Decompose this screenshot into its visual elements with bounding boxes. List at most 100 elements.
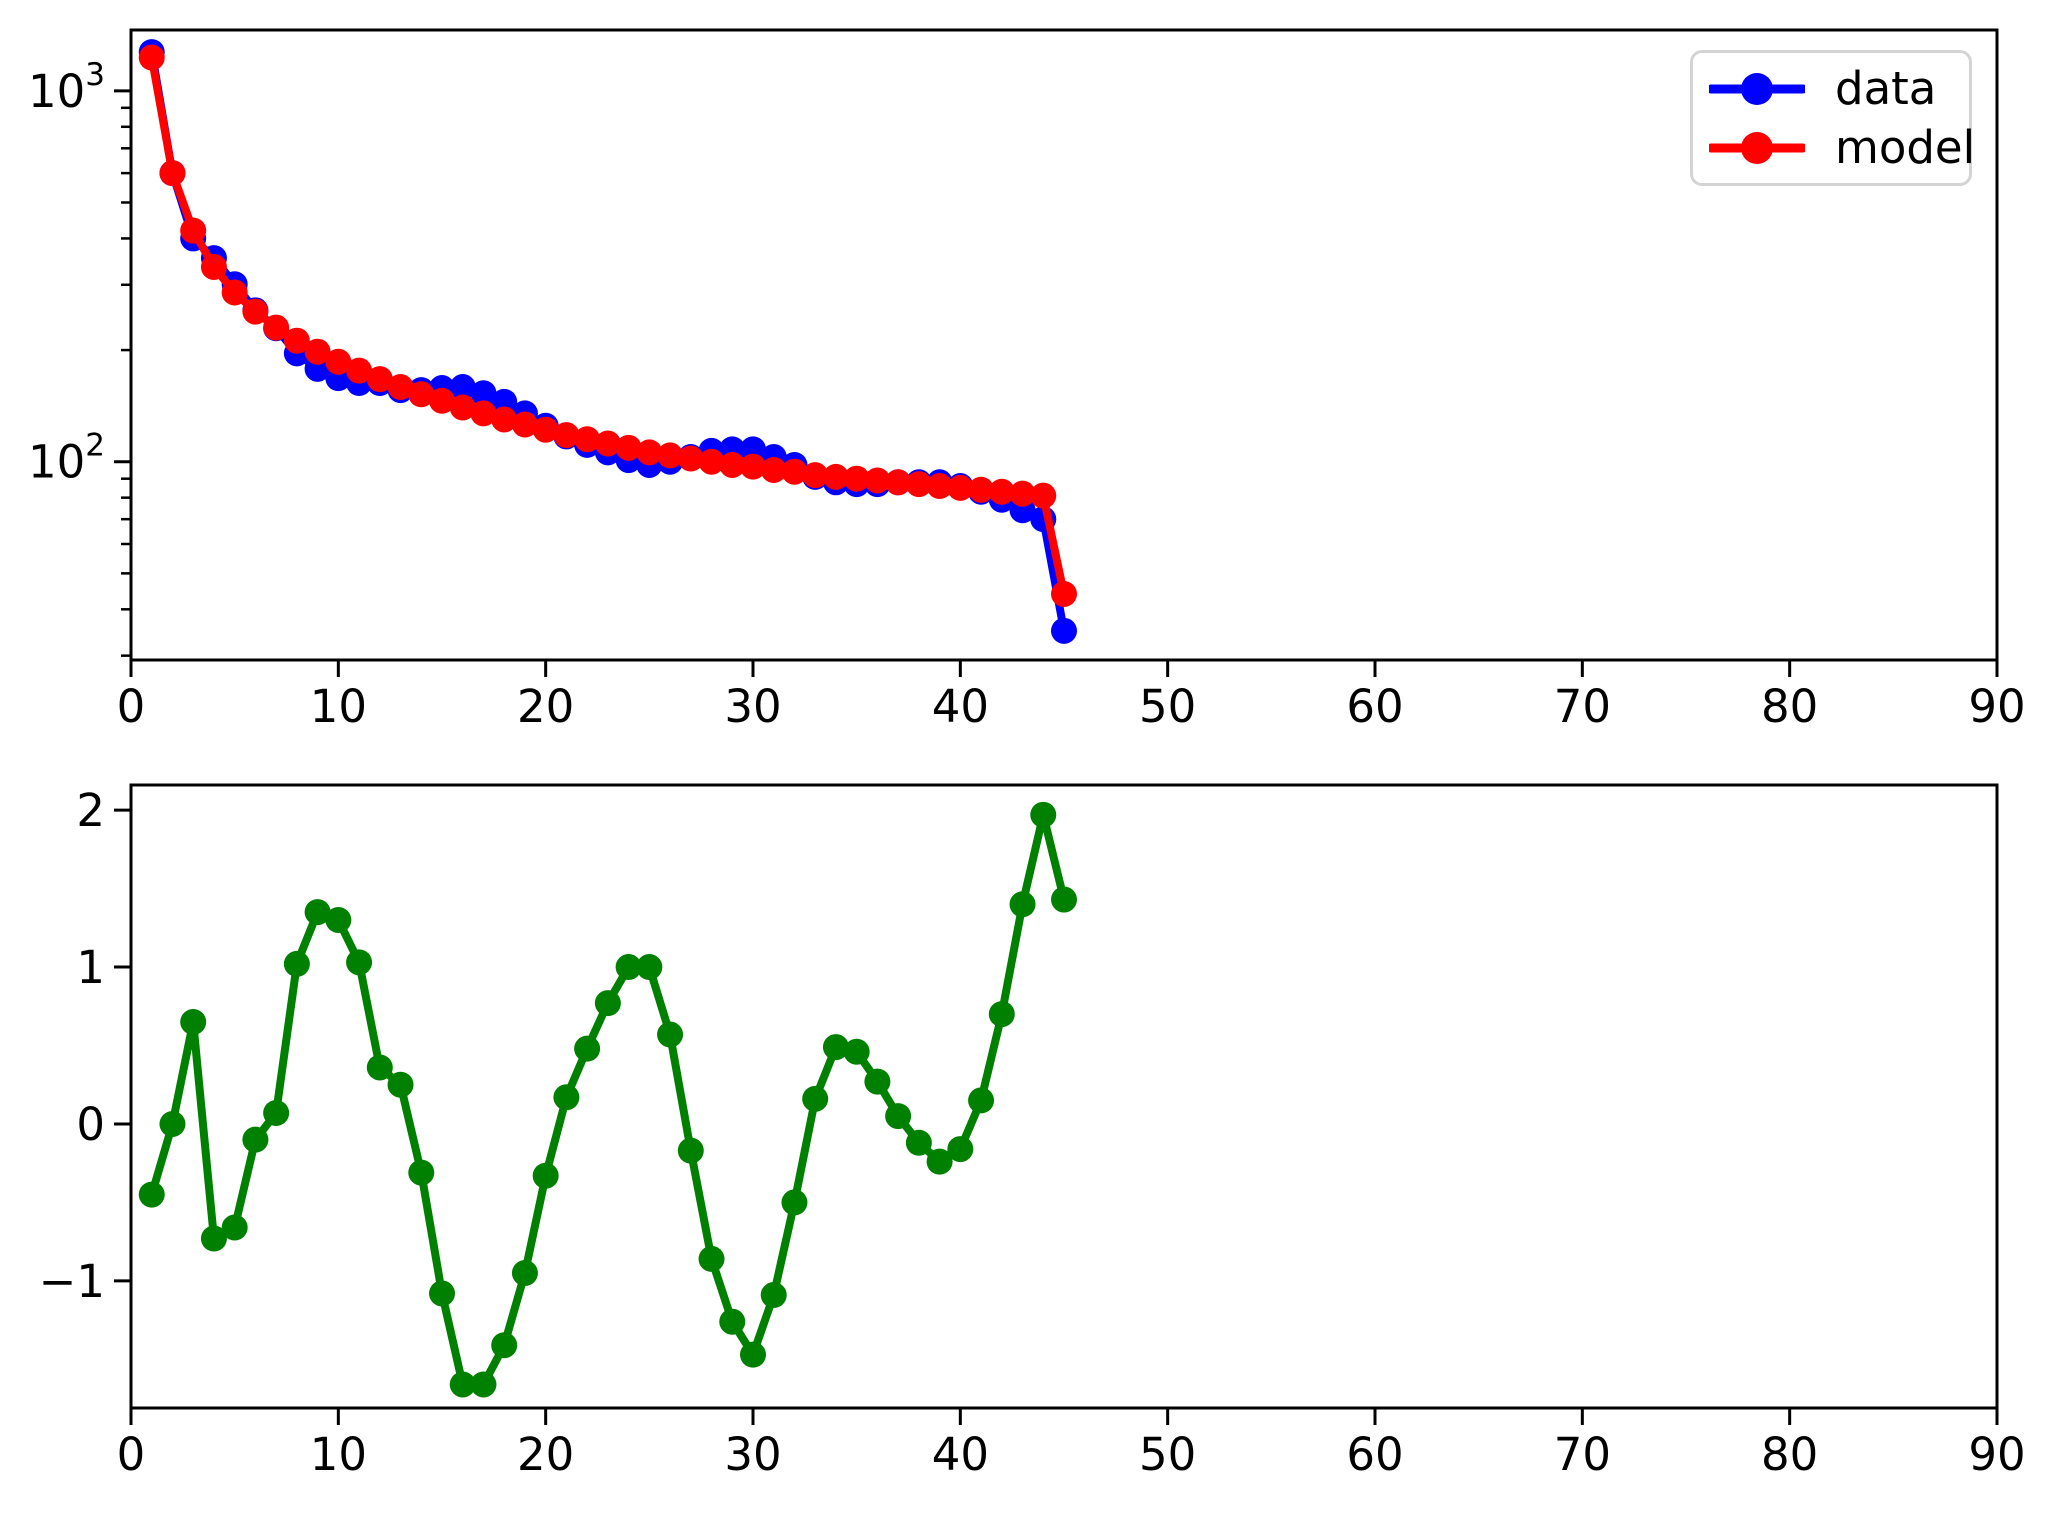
top-plot-model-marker bbox=[1009, 480, 1036, 507]
top-plot-model-marker bbox=[449, 394, 476, 421]
bottom-plot-residuals-marker bbox=[325, 906, 352, 933]
bottom-plot-x-tick-label: 20 bbox=[517, 1428, 574, 1481]
bottom-plot-x-tick-label: 30 bbox=[724, 1428, 781, 1481]
bottom-plot-frame bbox=[129, 783, 1999, 1410]
top-plot-model-marker bbox=[636, 439, 663, 466]
top-plot-data-marker bbox=[470, 380, 497, 407]
top-plot-model-marker bbox=[574, 426, 601, 453]
bottom-plot-residuals-marker bbox=[947, 1136, 974, 1163]
bottom-plot-y-tick-label: 2 bbox=[76, 784, 105, 837]
bottom-plot-residuals-marker bbox=[760, 1282, 787, 1309]
top-plot-frame bbox=[129, 28, 1999, 662]
top-plot-model-marker bbox=[677, 445, 704, 472]
top-plot-model-marker bbox=[802, 462, 829, 489]
top-plot-x-tick-label: 70 bbox=[1554, 680, 1611, 733]
bottom-plot-residuals-marker bbox=[885, 1103, 912, 1130]
bottom-plot-residuals-marker bbox=[346, 949, 373, 976]
top-plot-model-marker bbox=[553, 422, 580, 449]
top-plot-model-marker bbox=[822, 463, 849, 490]
top-plot-model-marker bbox=[429, 387, 455, 414]
top-plot-model-marker bbox=[325, 348, 352, 375]
bottom-plot-residuals-marker bbox=[574, 1035, 601, 1062]
bottom-plot-residuals-marker bbox=[449, 1371, 476, 1398]
top-plot-model-marker bbox=[470, 400, 497, 427]
top-plot-model-marker bbox=[781, 458, 808, 485]
bottom-plot-residuals-marker bbox=[636, 954, 663, 981]
top-plot-model-marker bbox=[968, 476, 995, 503]
top-plot-x-tick-label: 80 bbox=[1761, 680, 1818, 733]
top-plot-model-marker bbox=[1030, 482, 1057, 509]
bottom-plot-y-tick-label: 1 bbox=[76, 941, 105, 994]
top-plot-y-tick-label: 103 bbox=[28, 57, 105, 118]
bottom-plot-x-tick-label: 40 bbox=[932, 1428, 989, 1481]
bottom-plot-residuals-marker bbox=[304, 899, 331, 926]
top-plot-x-tick-label: 20 bbox=[517, 680, 574, 733]
bottom-plot-y-tick-label: −1 bbox=[39, 1255, 105, 1308]
top-plot-model-marker bbox=[221, 279, 248, 306]
top-plot-model-marker bbox=[387, 374, 414, 401]
bottom-plot-residuals-marker bbox=[1030, 801, 1057, 828]
top-plot-model-marker bbox=[843, 465, 870, 492]
bottom-plot-x-tick-label: 50 bbox=[1139, 1428, 1196, 1481]
bottom-plot-residuals-marker bbox=[968, 1087, 995, 1114]
legend: data model bbox=[1690, 50, 1976, 186]
bottom-plot-x-tick-label: 90 bbox=[1968, 1428, 2025, 1481]
top-plot-model-marker bbox=[304, 338, 331, 365]
top-plot-x-tick-label: 90 bbox=[1968, 680, 2025, 733]
bottom-plot-residuals-marker bbox=[491, 1332, 518, 1359]
top-plot-model-marker bbox=[346, 357, 373, 384]
bottom-plot-residuals-marker bbox=[180, 1008, 207, 1035]
bottom-plot-residuals-marker bbox=[242, 1126, 269, 1153]
top-plot-x-tick-label: 10 bbox=[310, 680, 367, 733]
top-plot-model-marker bbox=[366, 366, 393, 393]
top-plot-model-marker bbox=[657, 442, 684, 469]
bottom-plot-x-tick-label: 70 bbox=[1554, 1428, 1611, 1481]
bottom-plot-residuals-marker bbox=[698, 1245, 725, 1272]
top-plot-model-marker bbox=[885, 469, 912, 496]
bottom-plot-residuals-marker bbox=[263, 1099, 290, 1126]
top-plot-model-marker bbox=[864, 467, 891, 494]
top-plot-model-marker bbox=[1051, 580, 1077, 607]
top-plot-y-tick-label: 102 bbox=[28, 428, 105, 489]
bottom-plot-residuals-marker bbox=[200, 1225, 227, 1252]
top-plot-x-tick-label: 50 bbox=[1139, 680, 1196, 733]
bottom-plot-residuals-marker bbox=[429, 1280, 455, 1307]
top-plot-x-tick-label: 60 bbox=[1346, 680, 1403, 733]
bottom-plot-residuals-marker bbox=[657, 1021, 684, 1048]
bottom-plot-residuals-marker bbox=[822, 1034, 849, 1061]
bottom-plot-residuals-line bbox=[147, 810, 1068, 1389]
top-plot-model-marker bbox=[263, 314, 290, 341]
bottom-plot-residuals-marker bbox=[553, 1084, 580, 1111]
bottom-plot-residuals-marker bbox=[532, 1162, 559, 1189]
bottom-plot-residuals-marker bbox=[615, 954, 642, 981]
top-plot-data-marker bbox=[449, 374, 476, 401]
top-plot-model-marker bbox=[491, 406, 518, 433]
legend-item-data: data bbox=[1709, 66, 1953, 111]
bottom-plot-residuals-marker bbox=[408, 1159, 435, 1186]
top-plot-model-marker bbox=[200, 253, 227, 280]
top-plot-model-marker bbox=[698, 448, 725, 475]
bottom-plot-residuals-marker bbox=[159, 1110, 186, 1137]
bottom-plot-residuals-marker bbox=[740, 1341, 766, 1368]
legend-label-model: model bbox=[1835, 121, 1976, 174]
top-plot-model-marker bbox=[760, 456, 787, 483]
top-plot-model-marker bbox=[615, 434, 642, 461]
bottom-plot-residuals-marker bbox=[470, 1371, 497, 1398]
bottom-plot-residuals-marker bbox=[387, 1071, 414, 1098]
top-plot-data-marker bbox=[1051, 617, 1077, 644]
bottom-plot-residuals-marker bbox=[802, 1085, 829, 1112]
top-plot-model-marker bbox=[988, 478, 1015, 505]
top-plot-model-marker bbox=[947, 474, 974, 501]
top-plot-model-marker bbox=[532, 416, 559, 443]
bottom-plot-x-tick-label: 60 bbox=[1346, 1428, 1403, 1481]
bottom-plot-residuals-marker bbox=[594, 990, 621, 1017]
bottom-plot-residuals-marker bbox=[1051, 886, 1077, 913]
top-plot-model-marker bbox=[242, 298, 269, 325]
top-plot-model-marker bbox=[511, 411, 538, 438]
bottom-plot-x-tick-label: 10 bbox=[310, 1428, 367, 1481]
bottom-plot-residuals-marker bbox=[843, 1038, 870, 1065]
bottom-plot-residuals-marker bbox=[781, 1189, 808, 1216]
top-plot-model-marker bbox=[926, 473, 953, 500]
top-plot-model-marker bbox=[283, 327, 310, 354]
